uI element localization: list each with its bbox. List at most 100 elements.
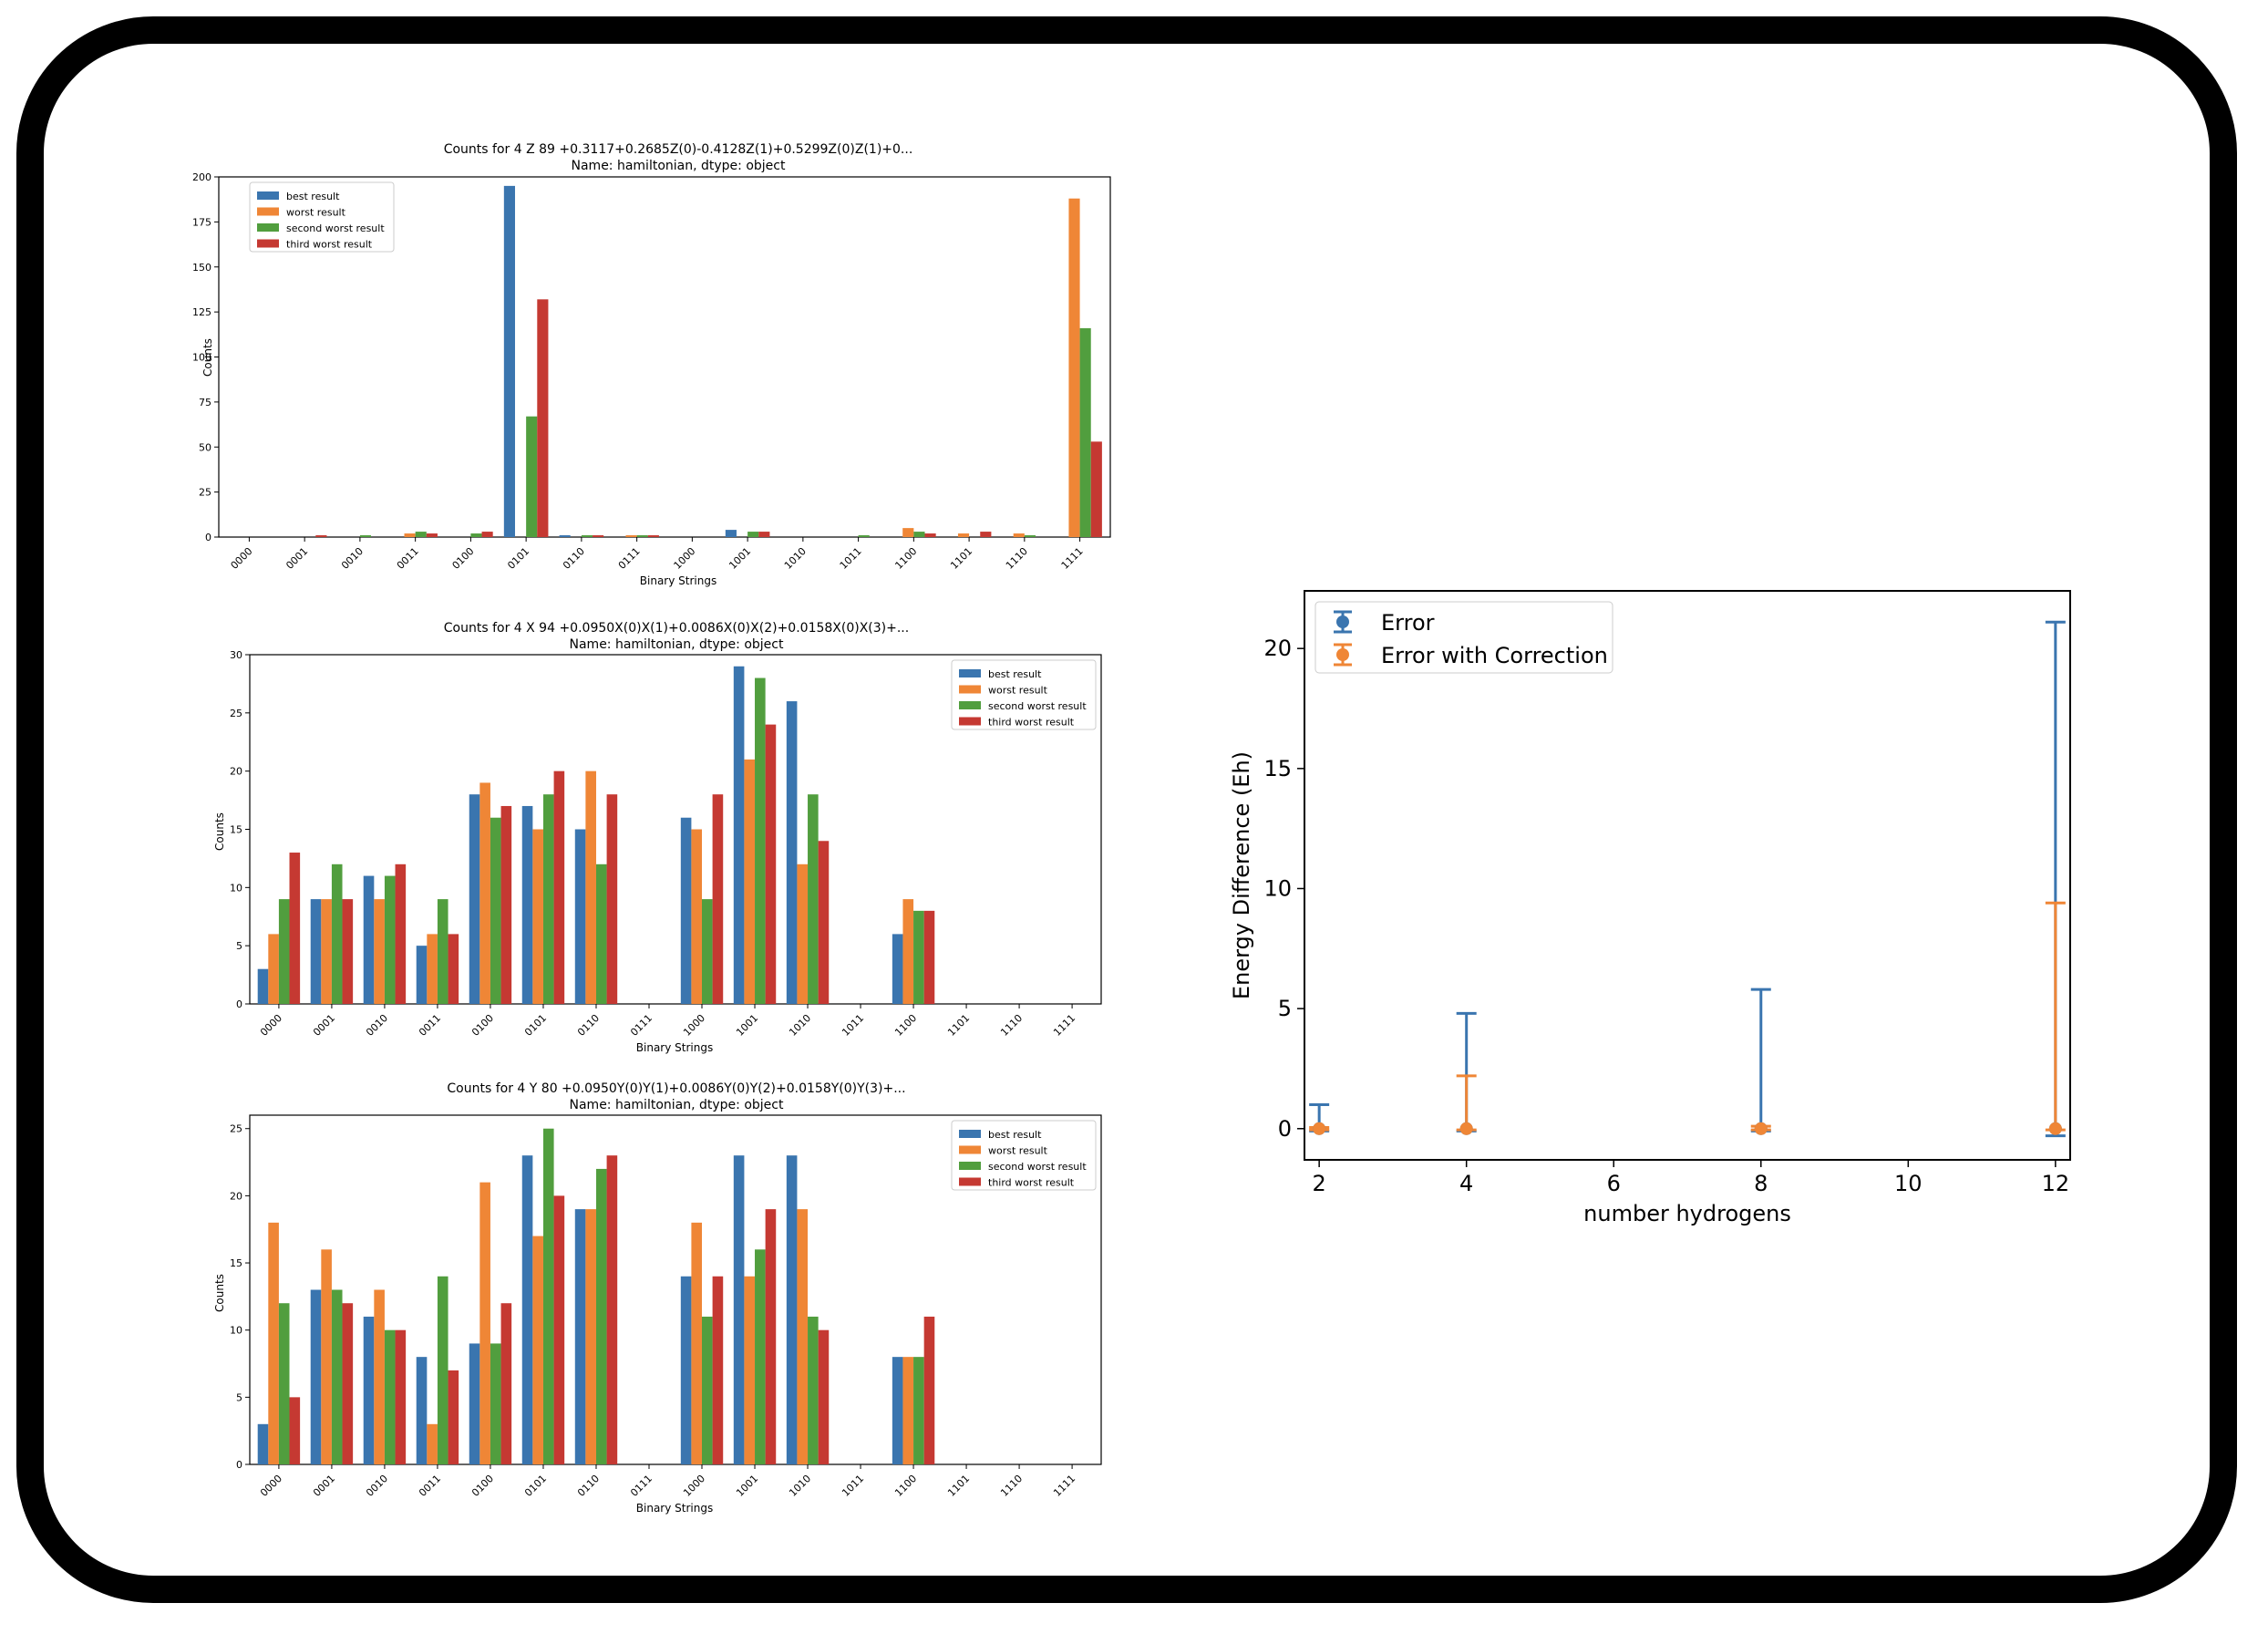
x-tick-label: 0111 bbox=[616, 545, 643, 572]
x-axis-label: Binary Strings bbox=[636, 1041, 713, 1054]
bar bbox=[526, 416, 538, 537]
y-tick-label: 125 bbox=[192, 306, 211, 318]
y-tick-label: 0 bbox=[205, 532, 211, 543]
bar bbox=[593, 535, 604, 537]
bar bbox=[702, 1316, 713, 1464]
bar bbox=[469, 794, 480, 1004]
x-axis-label: number hydrogens bbox=[1583, 1201, 1791, 1226]
x-tick-label: 1000 bbox=[672, 545, 698, 572]
x-tick-label: 1110 bbox=[1004, 545, 1030, 572]
y-tick-label: 15 bbox=[230, 824, 242, 836]
bar bbox=[479, 1182, 490, 1464]
bar bbox=[537, 299, 549, 537]
chart-title: Counts for 4 Y 80 +0.0950Y(0)Y(1)+0.0086… bbox=[447, 1081, 905, 1096]
bar bbox=[858, 535, 870, 537]
bar bbox=[913, 1357, 924, 1464]
x-tick-label: 1110 bbox=[998, 1473, 1025, 1499]
legend-label: worst result bbox=[988, 1145, 1048, 1157]
bar bbox=[426, 533, 438, 537]
bar bbox=[680, 817, 692, 1004]
bar bbox=[765, 724, 777, 1004]
legend-swatch bbox=[959, 1162, 981, 1170]
bar bbox=[257, 1423, 269, 1464]
bar bbox=[755, 1249, 766, 1464]
bar bbox=[342, 1303, 354, 1464]
x-tick-label: 1101 bbox=[945, 1473, 972, 1499]
legend-swatch bbox=[257, 223, 279, 232]
bar bbox=[415, 532, 427, 537]
bar bbox=[595, 1168, 607, 1464]
x-tick-label: 1111 bbox=[1059, 545, 1086, 572]
bar bbox=[257, 968, 269, 1004]
bar bbox=[647, 535, 659, 537]
bar bbox=[268, 934, 279, 1004]
x-tick-label: 1001 bbox=[734, 1012, 760, 1039]
x-tick-label: 0000 bbox=[229, 545, 255, 572]
chart-subtitle: Name: hamiltonian, dtype: object bbox=[572, 159, 786, 173]
legend-box bbox=[951, 1120, 1097, 1191]
bar bbox=[808, 794, 819, 1004]
bar bbox=[913, 532, 925, 537]
bar bbox=[404, 533, 416, 537]
x-tick-label: 0001 bbox=[311, 1012, 337, 1039]
bar-chart-y: Counts for 4 Y 80 +0.0950Y(0)Y(1)+0.0086… bbox=[213, 1081, 1102, 1515]
bar bbox=[310, 899, 322, 1004]
y-axis-label: Energy Difference (Eh) bbox=[1229, 751, 1254, 999]
bar bbox=[957, 533, 970, 537]
x-tick-label: 10 bbox=[1894, 1171, 1923, 1196]
bar bbox=[1068, 198, 1080, 537]
x-tick-label: 0110 bbox=[561, 545, 587, 572]
bar bbox=[359, 535, 372, 537]
x-tick-label: 0000 bbox=[258, 1473, 284, 1499]
x-tick-label: 1111 bbox=[1051, 1473, 1077, 1499]
bar bbox=[363, 1316, 375, 1464]
bar bbox=[725, 530, 737, 537]
bar bbox=[1013, 533, 1025, 537]
x-tick-label: 1010 bbox=[782, 545, 809, 572]
bar bbox=[702, 899, 713, 1004]
bar bbox=[1079, 327, 1091, 537]
x-tick-label: 1001 bbox=[727, 545, 753, 572]
legend-label: second worst result bbox=[286, 222, 385, 234]
x-tick-label: 1110 bbox=[998, 1012, 1025, 1039]
y-tick-label: 75 bbox=[199, 397, 211, 408]
x-tick-label: 1111 bbox=[1051, 1012, 1077, 1039]
bar bbox=[448, 1370, 459, 1464]
bar bbox=[532, 829, 543, 1004]
bar bbox=[797, 1209, 809, 1464]
bar bbox=[818, 1329, 830, 1464]
bar bbox=[437, 1276, 448, 1464]
bar bbox=[553, 1195, 565, 1464]
x-axis-label: Binary Strings bbox=[636, 1502, 713, 1515]
y-tick-label: 10 bbox=[230, 882, 242, 894]
bar bbox=[712, 794, 724, 1004]
legend-swatch bbox=[257, 239, 279, 248]
bar bbox=[395, 1329, 407, 1464]
bar bbox=[902, 528, 914, 537]
errorbar-chart: number hydrogens Energy Difference (Eh) … bbox=[1229, 590, 2071, 1226]
bar bbox=[384, 1329, 396, 1464]
bar bbox=[374, 899, 385, 1004]
bar bbox=[913, 910, 924, 1004]
bar bbox=[448, 934, 459, 1004]
x-tick-label: 0111 bbox=[628, 1473, 655, 1499]
bar bbox=[490, 1343, 501, 1464]
y-tick-label: 20 bbox=[1263, 636, 1292, 661]
y-tick-label: 0 bbox=[236, 1459, 242, 1471]
bar bbox=[581, 535, 593, 537]
bar bbox=[321, 1249, 332, 1464]
bar bbox=[500, 805, 512, 1004]
x-tick-label: 0100 bbox=[469, 1473, 496, 1499]
bar bbox=[559, 535, 571, 537]
bar bbox=[470, 533, 482, 537]
legend-label: Error bbox=[1381, 610, 1435, 636]
legend-swatch bbox=[959, 1130, 981, 1138]
y-tick-label: 5 bbox=[1278, 996, 1292, 1021]
legend-label: best result bbox=[988, 668, 1042, 680]
x-tick-label: 0100 bbox=[450, 545, 477, 572]
bar bbox=[363, 875, 375, 1004]
legend-swatch bbox=[959, 1177, 981, 1186]
y-tick-label: 25 bbox=[230, 1123, 242, 1135]
bar bbox=[574, 1209, 586, 1464]
legend-swatch bbox=[257, 191, 279, 200]
